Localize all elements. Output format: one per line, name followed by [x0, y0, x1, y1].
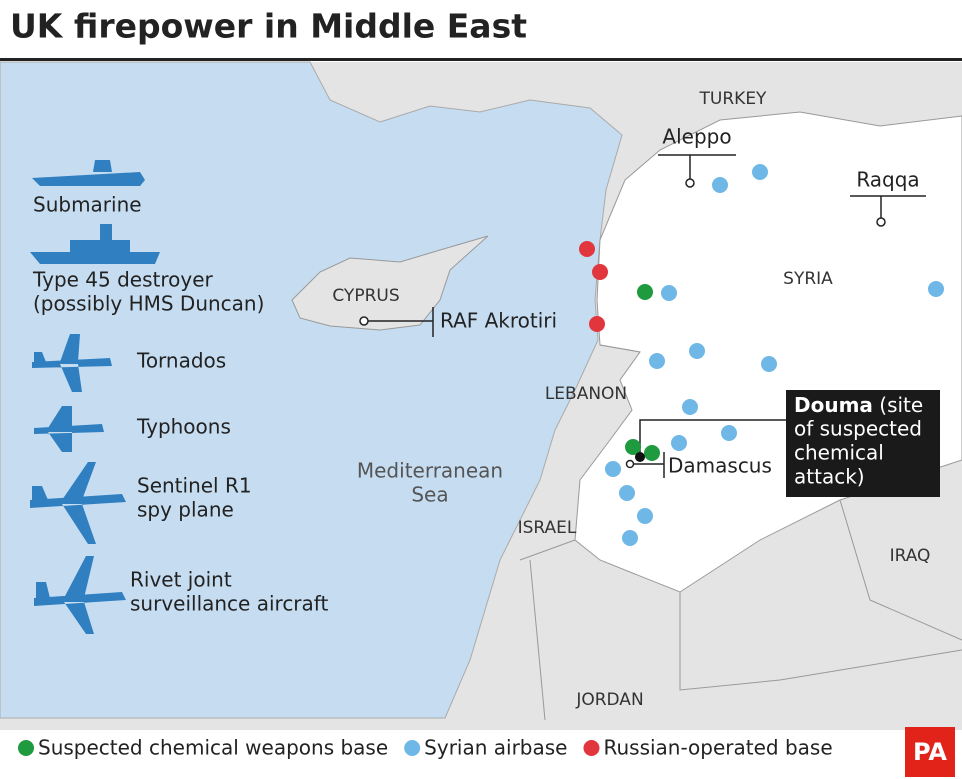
- cyprus: [291, 235, 489, 331]
- base-marker: [682, 399, 698, 415]
- asset-label: Rivet joint: [130, 568, 232, 592]
- callout-line: of suspected: [794, 417, 922, 441]
- key: Suspected chemical weapons base Syrian ai…: [18, 736, 833, 760]
- base-marker: [752, 164, 768, 180]
- sentinel-icon: [30, 462, 126, 544]
- base-marker: [625, 439, 641, 455]
- title: UK firepower in Middle East: [10, 7, 527, 46]
- place-label: ISRAEL: [518, 518, 577, 538]
- aleppo-marker: [685, 178, 695, 188]
- asset-label: Submarine: [33, 193, 142, 217]
- logo-box: [905, 727, 955, 777]
- asset-label: Typhoons: [136, 415, 231, 439]
- place-label: Damascus: [668, 454, 772, 478]
- base-marker: [671, 435, 687, 451]
- key-label: Syrian airbase: [424, 736, 567, 760]
- base-marker: [579, 241, 595, 257]
- asset-label: Sentinel R1: [137, 474, 252, 498]
- place-labels: TURKEY Aleppo Raqqa SYRIA CYPRUS RAF Akr…: [332, 89, 930, 710]
- base-marker: [592, 264, 608, 280]
- raqqa-marker: [876, 217, 886, 227]
- base-marker: [605, 461, 621, 477]
- callout-line: Douma (site: [794, 393, 923, 417]
- place-label: IRAQ: [890, 546, 931, 566]
- key-swatch: [404, 740, 421, 756]
- callout-text: (site: [879, 393, 923, 417]
- leader-lines: [367, 154, 926, 478]
- key-label: Suspected chemical weapons base: [38, 736, 388, 760]
- douma-marker: [635, 452, 645, 462]
- place-label: LEBANON: [545, 384, 627, 404]
- base-marker: [589, 316, 605, 332]
- place-label: Sea: [411, 483, 448, 507]
- place-label: Aleppo: [662, 125, 731, 149]
- callout-box: [786, 390, 940, 497]
- place-label: SYRIA: [783, 269, 833, 289]
- asset-icons: [30, 160, 160, 634]
- key-label: Russian-operated base: [603, 736, 832, 760]
- place-label: RAF Akrotiri: [440, 309, 557, 333]
- base-marker: [637, 508, 653, 524]
- base-marker: [689, 343, 705, 359]
- asset-label: Type 45 destroyer: [32, 268, 214, 292]
- base-marker: [637, 284, 653, 300]
- asset-label: spy plane: [137, 498, 234, 522]
- place-label: Raqqa: [856, 168, 919, 192]
- submarine-icon: [32, 160, 145, 186]
- base-marker: [761, 356, 777, 372]
- akrotiri-marker: [359, 316, 369, 326]
- key-swatch: [583, 740, 600, 756]
- base-marker: [661, 285, 677, 301]
- asset-labels: Submarine Type 45 destroyer(possibly HMS …: [32, 193, 328, 616]
- callout-name: Douma: [794, 393, 873, 417]
- base-marker: [721, 425, 737, 441]
- base-marker: [644, 445, 660, 461]
- key-band: [0, 730, 962, 779]
- place-label: JORDAN: [575, 690, 643, 710]
- key-swatch: [18, 740, 34, 756]
- place-label: CYPRUS: [332, 286, 399, 306]
- callout-line: chemical: [794, 441, 884, 465]
- base-marker: [928, 281, 944, 297]
- borders: [519, 344, 962, 721]
- tornado-icon: [32, 334, 112, 392]
- asset-label: surveillance aircraft: [130, 592, 328, 616]
- place-label: Mediterranean: [357, 459, 503, 483]
- base-marker: [619, 485, 635, 501]
- asset-label: (possibly HMS Duncan): [33, 292, 264, 316]
- damascus-marker: [625, 459, 635, 469]
- sea: [0, 61, 623, 719]
- typhoon-icon: [34, 406, 104, 452]
- destroyer-icon: [30, 224, 160, 264]
- place-label: TURKEY: [699, 89, 768, 109]
- base-marker: [649, 353, 665, 369]
- base-marker: [712, 177, 728, 193]
- rivet-joint-icon: [34, 556, 126, 634]
- base-marker: [622, 530, 638, 546]
- asset-label: Tornados: [136, 349, 226, 373]
- bases: [579, 164, 944, 546]
- title-rule: [0, 58, 962, 61]
- logo: PA: [913, 738, 947, 766]
- callout-line: attack): [794, 465, 865, 489]
